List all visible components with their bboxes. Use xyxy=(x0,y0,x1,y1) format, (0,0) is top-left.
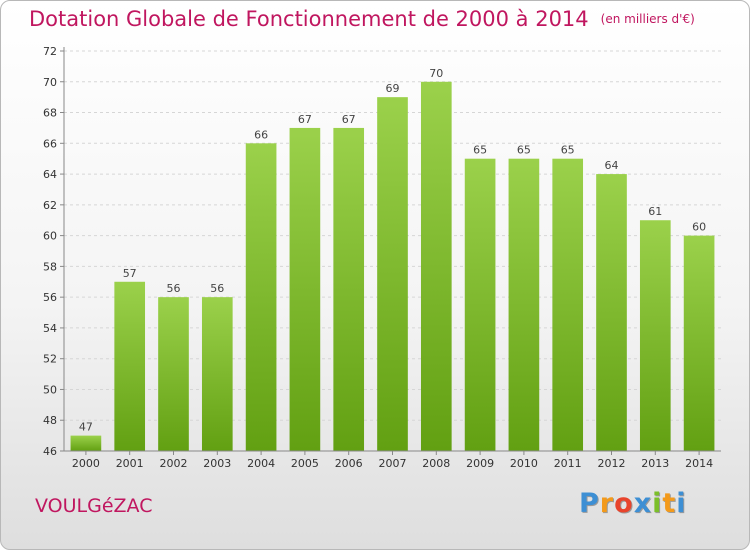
x-tick-label: 2001 xyxy=(116,457,144,470)
y-tick-label: 54 xyxy=(43,322,57,335)
x-tick-label: 2003 xyxy=(203,457,231,470)
value-label: 47 xyxy=(79,421,93,434)
y-tick-label: 50 xyxy=(43,383,57,396)
logo-letter: i xyxy=(676,488,687,519)
bar-2002 xyxy=(158,297,189,451)
bar-2014 xyxy=(683,235,715,451)
x-tick-label: 2007 xyxy=(379,457,407,470)
logo-letter: o xyxy=(614,488,634,519)
value-label: 67 xyxy=(298,113,312,126)
bar-2008 xyxy=(420,81,452,452)
logo-letter: i xyxy=(652,488,663,519)
x-tick-label: 2013 xyxy=(641,457,669,470)
x-tick-label: 2009 xyxy=(466,457,494,470)
value-label: 70 xyxy=(429,67,443,80)
y-tick-label: 52 xyxy=(43,353,57,366)
value-label: 65 xyxy=(517,144,531,157)
logo-letter: x xyxy=(633,488,653,519)
value-label: 67 xyxy=(342,113,356,126)
value-label: 65 xyxy=(473,144,487,157)
value-label: 65 xyxy=(561,144,575,157)
value-label: 66 xyxy=(254,128,268,141)
logo-letter: r xyxy=(599,488,615,519)
bar-2009 xyxy=(464,158,496,451)
y-tick-label: 66 xyxy=(43,137,57,150)
x-tick-label: 2011 xyxy=(554,457,582,470)
logo-letter: P xyxy=(579,488,600,519)
proxiti-logo: Proxiti xyxy=(579,488,687,519)
bar-2013 xyxy=(639,220,671,451)
y-tick-label: 62 xyxy=(43,199,57,212)
bar-2007 xyxy=(377,97,408,452)
y-tick-label: 58 xyxy=(43,260,57,273)
commune-name: VOULGéZAC xyxy=(35,495,153,517)
value-label: 61 xyxy=(648,205,662,218)
logo-letter: t xyxy=(662,488,677,519)
labels: 46 48 50 52 54 56 58 60 62 64 66 68 70 72 2000 47 2001 57… xyxy=(43,45,713,470)
bar-2011 xyxy=(552,158,584,451)
bar-2001 xyxy=(114,281,146,451)
value-label: 56 xyxy=(167,282,181,295)
y-tick-label: 46 xyxy=(43,445,57,458)
value-label: 60 xyxy=(692,221,706,234)
x-tick-label: 2006 xyxy=(335,457,363,470)
bar-2006 xyxy=(333,127,365,451)
bar-2005 xyxy=(289,127,321,451)
x-tick-label: 2008 xyxy=(422,457,450,470)
bars xyxy=(70,81,715,452)
x-tick-label: 2002 xyxy=(160,457,188,470)
value-label: 69 xyxy=(386,82,400,95)
bar-2003 xyxy=(201,297,233,451)
x-tick-label: 2005 xyxy=(291,457,319,470)
value-label: 56 xyxy=(210,282,224,295)
chart-unit: (en milliers d'€) xyxy=(600,12,695,26)
y-tick-label: 60 xyxy=(43,230,57,243)
bar-2010 xyxy=(508,158,540,451)
chart-title: Dotation Globale de Fonctionnement de 20… xyxy=(29,7,695,31)
x-tick-label: 2012 xyxy=(598,457,626,470)
x-tick-label: 2014 xyxy=(685,457,713,470)
y-tick-label: 72 xyxy=(43,45,57,58)
axes xyxy=(60,47,721,455)
y-tick-label: 56 xyxy=(43,291,57,304)
bar-2012 xyxy=(596,174,627,452)
x-tick-label: 2010 xyxy=(510,457,538,470)
x-tick-label: 2000 xyxy=(72,457,100,470)
y-tick-label: 64 xyxy=(43,168,57,181)
x-tick-label: 2004 xyxy=(247,457,275,470)
y-tick-label: 48 xyxy=(43,414,57,427)
bar-2000 xyxy=(70,435,102,451)
value-label: 64 xyxy=(605,159,619,172)
value-label: 57 xyxy=(123,267,137,280)
bar-2004 xyxy=(245,143,277,452)
y-tick-label: 70 xyxy=(43,76,57,89)
y-tick-label: 68 xyxy=(43,107,57,120)
chart-title-text: Dotation Globale de Fonctionnement de 20… xyxy=(29,7,589,31)
